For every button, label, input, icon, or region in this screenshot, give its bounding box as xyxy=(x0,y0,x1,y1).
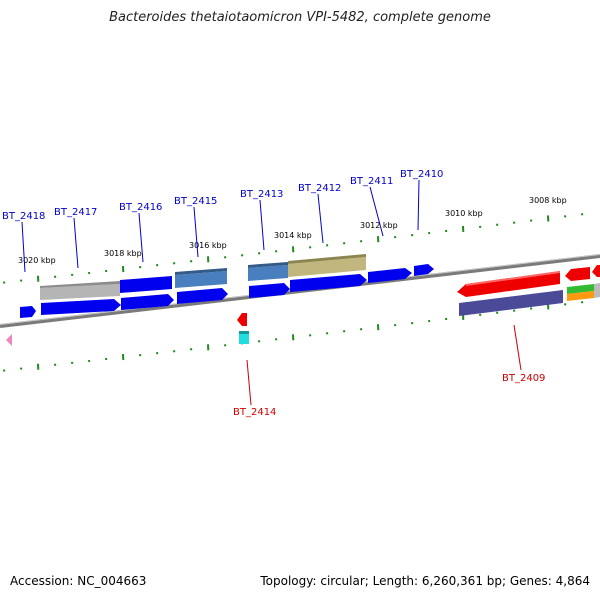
gene-arrow-6[interactable] xyxy=(290,274,367,292)
gene-arrow-5[interactable] xyxy=(249,283,290,298)
kbp-label-3018: 3018 kbp xyxy=(104,249,142,258)
gene-block-grey-top xyxy=(40,281,120,288)
gene-block-grey[interactable] xyxy=(40,284,120,300)
gene-label-bt2410[interactable]: BT_2410 xyxy=(400,169,443,180)
reverse-labels: BT_2414 BT_2409 xyxy=(233,324,545,418)
gene-label-bt2409[interactable]: BT_2409 xyxy=(502,373,545,384)
kbp-label-3016: 3016 kbp xyxy=(189,241,227,250)
gene-block-slate[interactable] xyxy=(459,290,563,316)
gene-arrow-red-large-top xyxy=(466,271,560,286)
gene-block-cyan-top xyxy=(239,331,249,334)
gene-label-bt2413[interactable]: BT_2413 xyxy=(240,189,283,200)
leader-line-bt2409 xyxy=(513,324,522,371)
genome-backbone xyxy=(0,254,600,328)
leader-line-bt2417 xyxy=(73,217,79,269)
gene-arrow-7[interactable] xyxy=(368,268,412,283)
leader-line-bt2413 xyxy=(259,199,265,251)
forward-labels: BT_2418 BT_2417 BT_2416 BT_2415 BT_2413 … xyxy=(2,169,443,273)
gene-block-steelblue-1-top xyxy=(175,268,227,275)
gene-label-bt2416[interactable]: BT_2416 xyxy=(119,202,162,213)
outer-tick-track xyxy=(3,213,584,284)
gene-label-bt2418[interactable]: BT_2418 xyxy=(2,211,45,222)
gene-label-bt2417[interactable]: BT_2417 xyxy=(54,207,97,218)
gene-label-bt2412[interactable]: BT_2412 xyxy=(298,183,341,194)
kbp-label-3014: 3014 kbp xyxy=(274,231,312,240)
gene-label-bt2414[interactable]: BT_2414 xyxy=(233,407,276,418)
gene-arrow-red-large[interactable] xyxy=(457,271,560,297)
leader-line-bt2410 xyxy=(417,179,420,231)
gene-block-steelblue-2-top xyxy=(248,262,288,268)
leader-line-bt2416 xyxy=(138,212,144,263)
gene-arrow-3[interactable] xyxy=(121,294,174,310)
leader-line-bt2412 xyxy=(317,193,324,244)
gene-label-bt2411[interactable]: BT_2411 xyxy=(350,176,393,187)
gene-arrow-1[interactable] xyxy=(20,306,36,318)
gene-block-blue-1[interactable] xyxy=(120,276,172,293)
gene-arrow-4[interactable] xyxy=(177,288,228,304)
gene-arrow-red-right-1[interactable] xyxy=(565,267,590,281)
gene-arrow-red-right-2[interactable] xyxy=(592,265,600,277)
leader-line-bt2411 xyxy=(369,186,384,237)
leader-line-bt2415 xyxy=(193,206,199,258)
kbp-label-3008: 3008 kbp xyxy=(529,196,567,205)
leader-line-bt2418 xyxy=(21,221,26,273)
accession-text: Accession: NC_004663 xyxy=(10,574,147,588)
gene-block-olive-top xyxy=(288,254,366,264)
gene-block-lightgrey-edge[interactable] xyxy=(594,283,600,298)
gene-block-green[interactable] xyxy=(567,284,594,294)
gene-block-orange[interactable] xyxy=(567,291,594,301)
leader-line-bt2414 xyxy=(246,359,252,406)
genome-title: Bacteroides thetaiotaomicron VPI-5482, c… xyxy=(109,10,491,25)
gene-block-cyan[interactable] xyxy=(239,331,249,344)
gene-label-bt2415[interactable]: BT_2415 xyxy=(174,196,217,207)
gene-arrow-2[interactable] xyxy=(41,299,121,315)
gene-block-steelblue-1[interactable] xyxy=(175,271,227,288)
inner-tick-track xyxy=(3,301,584,372)
gene-arrow-pink[interactable] xyxy=(6,334,12,346)
kbp-label-3012: 3012 kbp xyxy=(360,221,398,230)
kbp-label-3020: 3020 kbp xyxy=(18,256,56,265)
gene-block-olive[interactable] xyxy=(288,257,366,277)
gene-arrow-red-small[interactable] xyxy=(237,313,247,326)
gene-block-steelblue-2[interactable] xyxy=(248,265,288,281)
topology-text: Topology: circular; Length: 6,260,361 bp… xyxy=(260,574,590,588)
gene-arrow-8[interactable] xyxy=(414,264,434,276)
kbp-label-3010: 3010 kbp xyxy=(445,209,483,218)
